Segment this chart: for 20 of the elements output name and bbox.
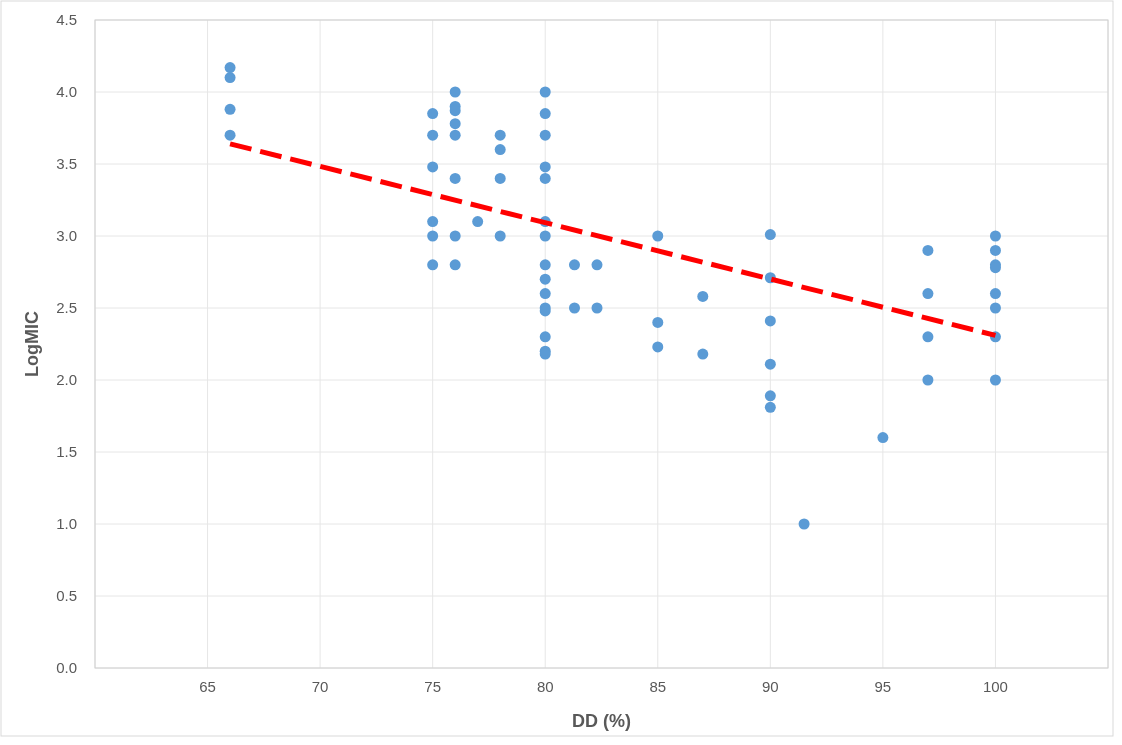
x-tick-label: 75 bbox=[424, 678, 442, 695]
y-tick-label: 3.0 bbox=[56, 227, 77, 244]
y-tick-label: 2.0 bbox=[56, 371, 77, 388]
x-tick-label: 90 bbox=[761, 678, 779, 695]
x-tick-label: 70 bbox=[311, 678, 329, 695]
x-tick-label: 65 bbox=[199, 678, 216, 695]
y-tick-label: 1.0 bbox=[56, 515, 77, 532]
y-tick-label: 4.0 bbox=[56, 83, 77, 100]
x-tick-label: 80 bbox=[536, 678, 554, 695]
y-tick-label: 1.5 bbox=[56, 443, 77, 460]
x-tick-label: 100 bbox=[982, 678, 1008, 695]
y-tick-label: 0.0 bbox=[56, 659, 77, 676]
x-axis-title: DD (%) bbox=[572, 711, 631, 731]
y-tick-label: 0.5 bbox=[56, 587, 77, 604]
x-tick-label: 95 bbox=[874, 678, 892, 695]
y-axis-title: LogMIC bbox=[22, 311, 42, 377]
y-tick-label: 4.5 bbox=[56, 11, 77, 28]
x-tick-label: 85 bbox=[649, 678, 667, 695]
y-tick-label: 2.5 bbox=[56, 299, 77, 316]
y-tick-label: 3.5 bbox=[56, 155, 77, 172]
